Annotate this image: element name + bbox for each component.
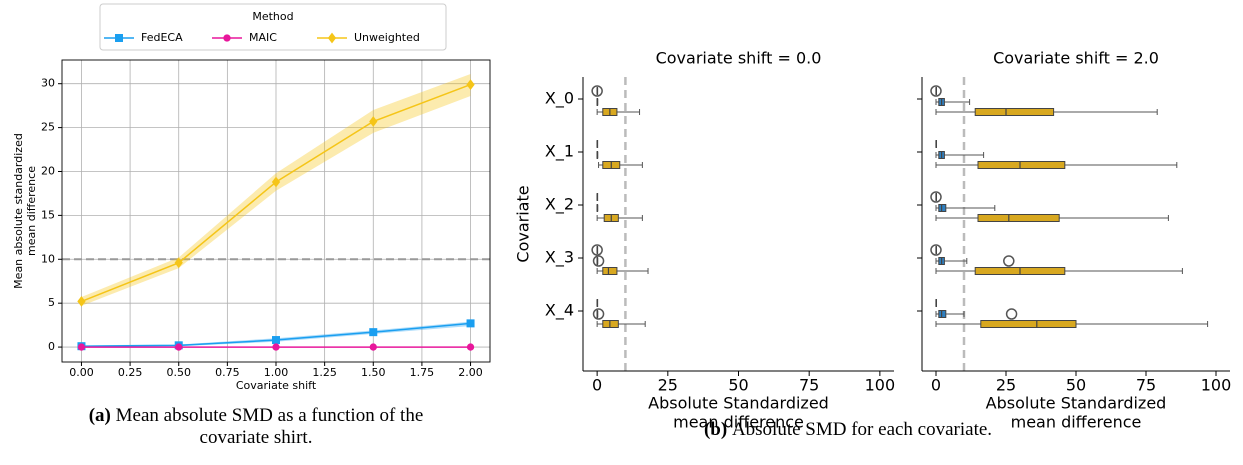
outlier: [592, 255, 605, 267]
point: [77, 343, 86, 351]
legend-marker: [115, 34, 123, 42]
point: [369, 343, 377, 351]
panel-title: Covariate shift = 0.0: [656, 49, 822, 68]
y-axis-label: mean difference: [25, 166, 38, 256]
x-tick-label: 50: [1066, 376, 1086, 395]
legend-label: Unweighted: [354, 31, 420, 44]
caption-label: (a): [89, 405, 111, 426]
x-axis-label: Absolute Standardized: [648, 394, 829, 413]
confidence-band: [81, 74, 471, 306]
x-tick-label: 1.25: [312, 366, 337, 379]
y-tick-label: 0: [48, 340, 55, 353]
x-axis-label: mean difference: [673, 413, 804, 432]
legend-box: [99, 3, 447, 51]
box: [938, 204, 947, 212]
point: [466, 79, 475, 90]
legend-marker: [327, 32, 337, 44]
caption-text: Absolute SMD for each covariate.: [732, 419, 992, 440]
caption-label: (b): [704, 419, 727, 440]
box: [602, 267, 618, 275]
x-tick-label: 50: [728, 376, 748, 395]
point: [174, 257, 183, 269]
x-tick-label: 0.00: [69, 366, 94, 379]
x-tick-label: 25: [996, 376, 1016, 395]
box: [977, 214, 1060, 222]
x-tick-label: 0: [931, 376, 941, 395]
x-tick-label: 2.00: [458, 366, 483, 379]
caption: covariate shirt.: [200, 427, 313, 448]
x-tick-label: 100: [1201, 376, 1232, 395]
x-tick-label: 0.25: [118, 366, 143, 379]
x-axis-label: mean difference: [1011, 413, 1142, 432]
x-tick-label: 1.50: [361, 366, 386, 379]
box: [977, 161, 1066, 169]
point: [271, 176, 281, 188]
y-tick-label: X_3: [545, 248, 574, 268]
box: [974, 108, 1055, 116]
panel-title: Covariate shift = 2.0: [993, 49, 1159, 68]
x-tick-label: 75: [799, 376, 819, 395]
outlier: [930, 85, 942, 97]
caption-text: Mean absolute SMD as a function of the: [116, 405, 424, 426]
x-axis-label: Absolute Standardized: [986, 394, 1167, 413]
y-tick-label: 25: [41, 121, 55, 134]
point: [369, 116, 378, 127]
y-tick-label: X_0: [545, 89, 574, 109]
x-tick-label: 1.00: [264, 366, 289, 379]
plot-frame: [61, 59, 491, 363]
y-axis-label: Covariate: [514, 185, 533, 262]
legend-label: MAIC: [249, 31, 277, 44]
y-tick-label: 20: [41, 164, 55, 177]
legend-marker: [223, 34, 231, 42]
x-axis-label: Covariate shift: [236, 379, 317, 392]
y-tick-label: 15: [41, 208, 55, 221]
box: [602, 320, 619, 328]
point: [272, 343, 280, 351]
outlier: [591, 244, 603, 256]
outlier: [930, 191, 942, 203]
legend-label: FedECA: [141, 31, 183, 44]
caption-text: covariate shirt.: [200, 427, 313, 448]
point: [272, 336, 280, 345]
box: [980, 320, 1077, 328]
point: [466, 343, 475, 351]
outlier: [1005, 308, 1018, 320]
y-tick-label: X_4: [545, 301, 574, 321]
point: [175, 343, 183, 351]
y-tick-label: 30: [41, 77, 55, 90]
x-tick-label: 0.50: [166, 366, 191, 379]
legend-title: Method: [252, 10, 293, 23]
point: [466, 319, 475, 328]
caption: (b) Absolute SMD for each covariate.: [704, 419, 992, 440]
outlier: [1003, 255, 1015, 267]
y-axis-label: Mean absolute standardized: [12, 133, 25, 289]
x-tick-label: 100: [865, 376, 896, 395]
outlier: [930, 244, 942, 256]
y-tick-label: 5: [48, 296, 55, 309]
x-tick-label: 0.75: [215, 366, 240, 379]
point: [77, 296, 86, 307]
x-tick-label: 1.75: [410, 366, 435, 379]
x-tick-label: 75: [1136, 376, 1156, 395]
x-tick-label: 0: [592, 376, 602, 395]
caption: (a) Mean absolute SMD as a function of t…: [89, 405, 424, 426]
x-tick-label: 25: [658, 376, 678, 395]
y-tick-label: X_2: [545, 195, 574, 215]
y-tick-label: X_1: [545, 142, 574, 162]
box: [938, 310, 947, 318]
y-tick-label: 10: [41, 252, 55, 265]
outlier: [591, 85, 603, 97]
point: [369, 328, 378, 337]
outlier: [592, 308, 605, 320]
